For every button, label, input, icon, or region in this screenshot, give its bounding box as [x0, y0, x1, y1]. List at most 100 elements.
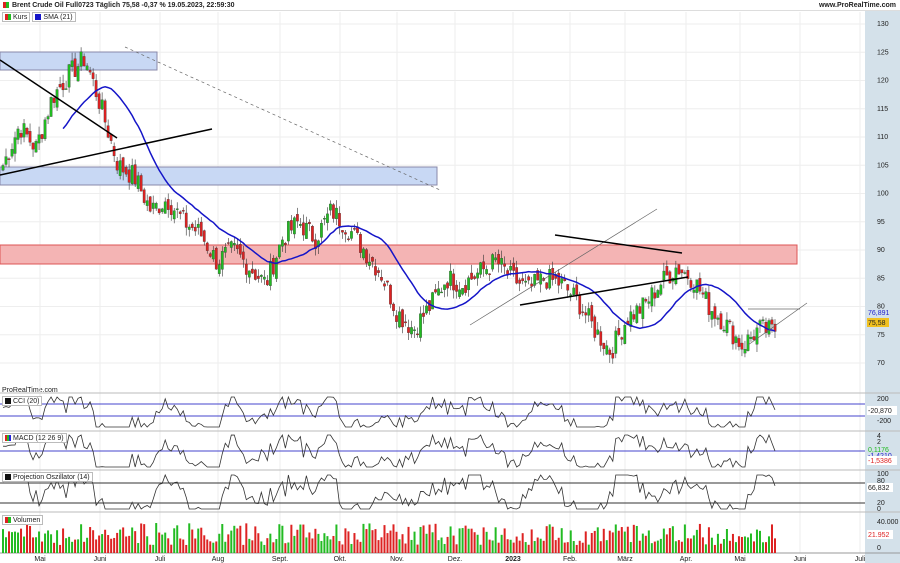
volume-bar — [287, 542, 290, 553]
candle — [605, 345, 609, 355]
candle — [470, 272, 473, 280]
candle — [371, 257, 374, 262]
cci-legend[interactable]: CCI (20) — [2, 396, 43, 406]
candle — [91, 72, 95, 79]
chart-title: Brent Crude Oil Full0723 Täglich 75,58 -… — [12, 1, 235, 9]
volume-bar — [179, 538, 182, 553]
volume-bar — [275, 539, 278, 553]
volume-bar — [404, 543, 407, 553]
volume-bar — [101, 534, 104, 553]
volume-bar — [578, 540, 581, 553]
candle — [611, 353, 615, 359]
volume-bar — [20, 528, 23, 553]
volume-bar — [236, 528, 239, 553]
volume-bar — [716, 533, 719, 553]
candle — [82, 56, 86, 67]
candle — [100, 99, 104, 110]
volume-bar — [14, 531, 17, 553]
volume-bar — [443, 543, 446, 553]
candle — [587, 308, 591, 316]
price-tick: 100 — [877, 191, 889, 198]
candle — [61, 82, 65, 91]
time-tick: Aug — [212, 556, 225, 563]
candle — [193, 226, 197, 232]
proj-legend[interactable]: Projection Oszillator (14) — [2, 472, 93, 482]
candle — [623, 325, 627, 344]
last-price-bg — [867, 318, 889, 327]
price-legend: Kurs SMA (21) — [2, 12, 76, 22]
candle — [662, 270, 666, 281]
candle — [377, 270, 380, 273]
volume-bar — [434, 523, 437, 553]
volume-bar — [185, 544, 188, 553]
value-axis[interactable] — [865, 11, 900, 563]
candle — [332, 204, 335, 219]
trend-line — [519, 276, 689, 306]
volume-bar — [230, 530, 233, 553]
candle — [773, 323, 777, 332]
candle — [707, 292, 711, 315]
candle — [124, 167, 128, 175]
volume-bar — [659, 538, 662, 553]
vol-value-bg — [867, 530, 893, 539]
legend-sma[interactable]: SMA (21) — [32, 12, 76, 22]
volume-bar — [344, 528, 347, 553]
candle — [58, 84, 62, 88]
candle — [202, 230, 206, 242]
volume-bar — [665, 534, 668, 553]
volume-bar — [383, 525, 386, 553]
volume-bar — [377, 540, 380, 553]
volume-bar — [752, 541, 755, 553]
candle — [380, 277, 383, 281]
volume-bar — [299, 524, 302, 553]
candle — [557, 272, 561, 286]
candle — [199, 221, 203, 237]
candle — [229, 241, 233, 248]
candle — [572, 287, 576, 295]
candle — [524, 280, 528, 283]
site-link[interactable]: www.ProRealTime.com — [818, 2, 896, 9]
volume-bar — [743, 536, 746, 553]
volume-bar — [452, 535, 455, 553]
volume-bar — [422, 525, 425, 553]
candle — [259, 274, 263, 277]
vol-legend[interactable]: Volumen — [2, 515, 44, 525]
candle — [602, 342, 606, 350]
volume-bar — [617, 530, 620, 553]
candle — [734, 336, 738, 343]
candle — [665, 266, 669, 276]
candle — [461, 288, 464, 295]
vol-label: Volumen — [13, 516, 41, 524]
volume-bar — [155, 523, 158, 553]
candle — [467, 277, 470, 291]
candle — [719, 313, 723, 330]
candle — [404, 321, 407, 324]
time-tick: Juli — [155, 556, 166, 563]
volume-bar — [749, 533, 752, 553]
candle — [130, 165, 134, 184]
volume-bar — [332, 535, 335, 553]
candle — [491, 254, 494, 270]
candle — [575, 284, 579, 295]
volume-bar — [449, 526, 452, 553]
proj-tick: 80 — [877, 478, 885, 485]
candle — [584, 312, 588, 316]
candle — [151, 202, 155, 209]
macd-legend[interactable]: MACD (12 26 9) — [2, 433, 67, 443]
candle — [431, 292, 434, 310]
candle — [500, 258, 503, 265]
volume-bar — [2, 529, 4, 553]
candle — [178, 211, 182, 214]
volume-bar — [323, 533, 326, 553]
candle — [121, 157, 125, 173]
candle — [770, 319, 774, 325]
volume-bar — [206, 539, 209, 553]
volume-bar — [269, 533, 272, 553]
volume-bar — [563, 542, 566, 553]
legend-kurs[interactable]: Kurs — [2, 12, 31, 22]
resistance-zone — [0, 166, 438, 186]
volume-bar — [212, 542, 215, 553]
candle — [722, 329, 726, 332]
trend-line — [0, 128, 213, 176]
